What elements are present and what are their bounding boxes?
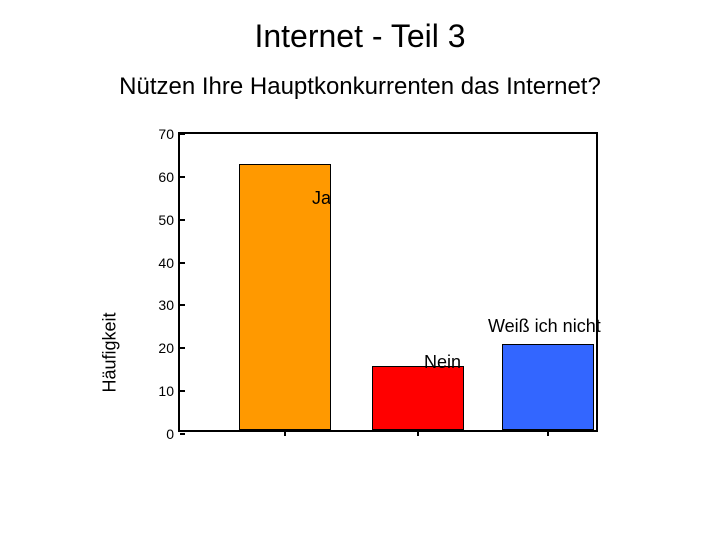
y-tick-label: 0 xyxy=(140,426,174,442)
y-tick-label: 40 xyxy=(140,255,174,271)
y-tick-mark xyxy=(180,433,185,435)
y-tick-mark xyxy=(180,219,185,221)
y-tick-label: 50 xyxy=(140,212,174,228)
page-title: Internet - Teil 3 xyxy=(0,0,720,55)
y-tick-mark xyxy=(180,304,185,306)
bar xyxy=(372,366,464,430)
plot-area: 010203040506070JaNeinWeiß ich nicht xyxy=(178,132,598,432)
bar-label: Ja xyxy=(312,188,331,209)
bar xyxy=(502,344,594,430)
y-tick-label: 20 xyxy=(140,340,174,356)
y-tick-mark xyxy=(180,176,185,178)
bar-label: Nein xyxy=(424,352,461,373)
y-tick-label: 30 xyxy=(140,297,174,313)
y-axis-label: Häufigkeit xyxy=(100,312,121,392)
x-tick-mark xyxy=(547,430,549,436)
y-tick-mark xyxy=(180,390,185,392)
y-tick-mark xyxy=(180,133,185,135)
x-tick-mark xyxy=(284,430,286,436)
x-tick-mark xyxy=(417,430,419,436)
y-tick-label: 70 xyxy=(140,126,174,142)
y-tick-label: 60 xyxy=(140,169,174,185)
bar-chart: Häufigkeit 010203040506070JaNeinWeiß ich… xyxy=(138,132,598,432)
chart-subtitle: Nützen Ihre Hauptkonkurrenten das Intern… xyxy=(0,55,720,101)
bar-label: Weiß ich nicht xyxy=(488,316,601,337)
y-tick-mark xyxy=(180,347,185,349)
y-tick-label: 10 xyxy=(140,383,174,399)
y-tick-mark xyxy=(180,262,185,264)
